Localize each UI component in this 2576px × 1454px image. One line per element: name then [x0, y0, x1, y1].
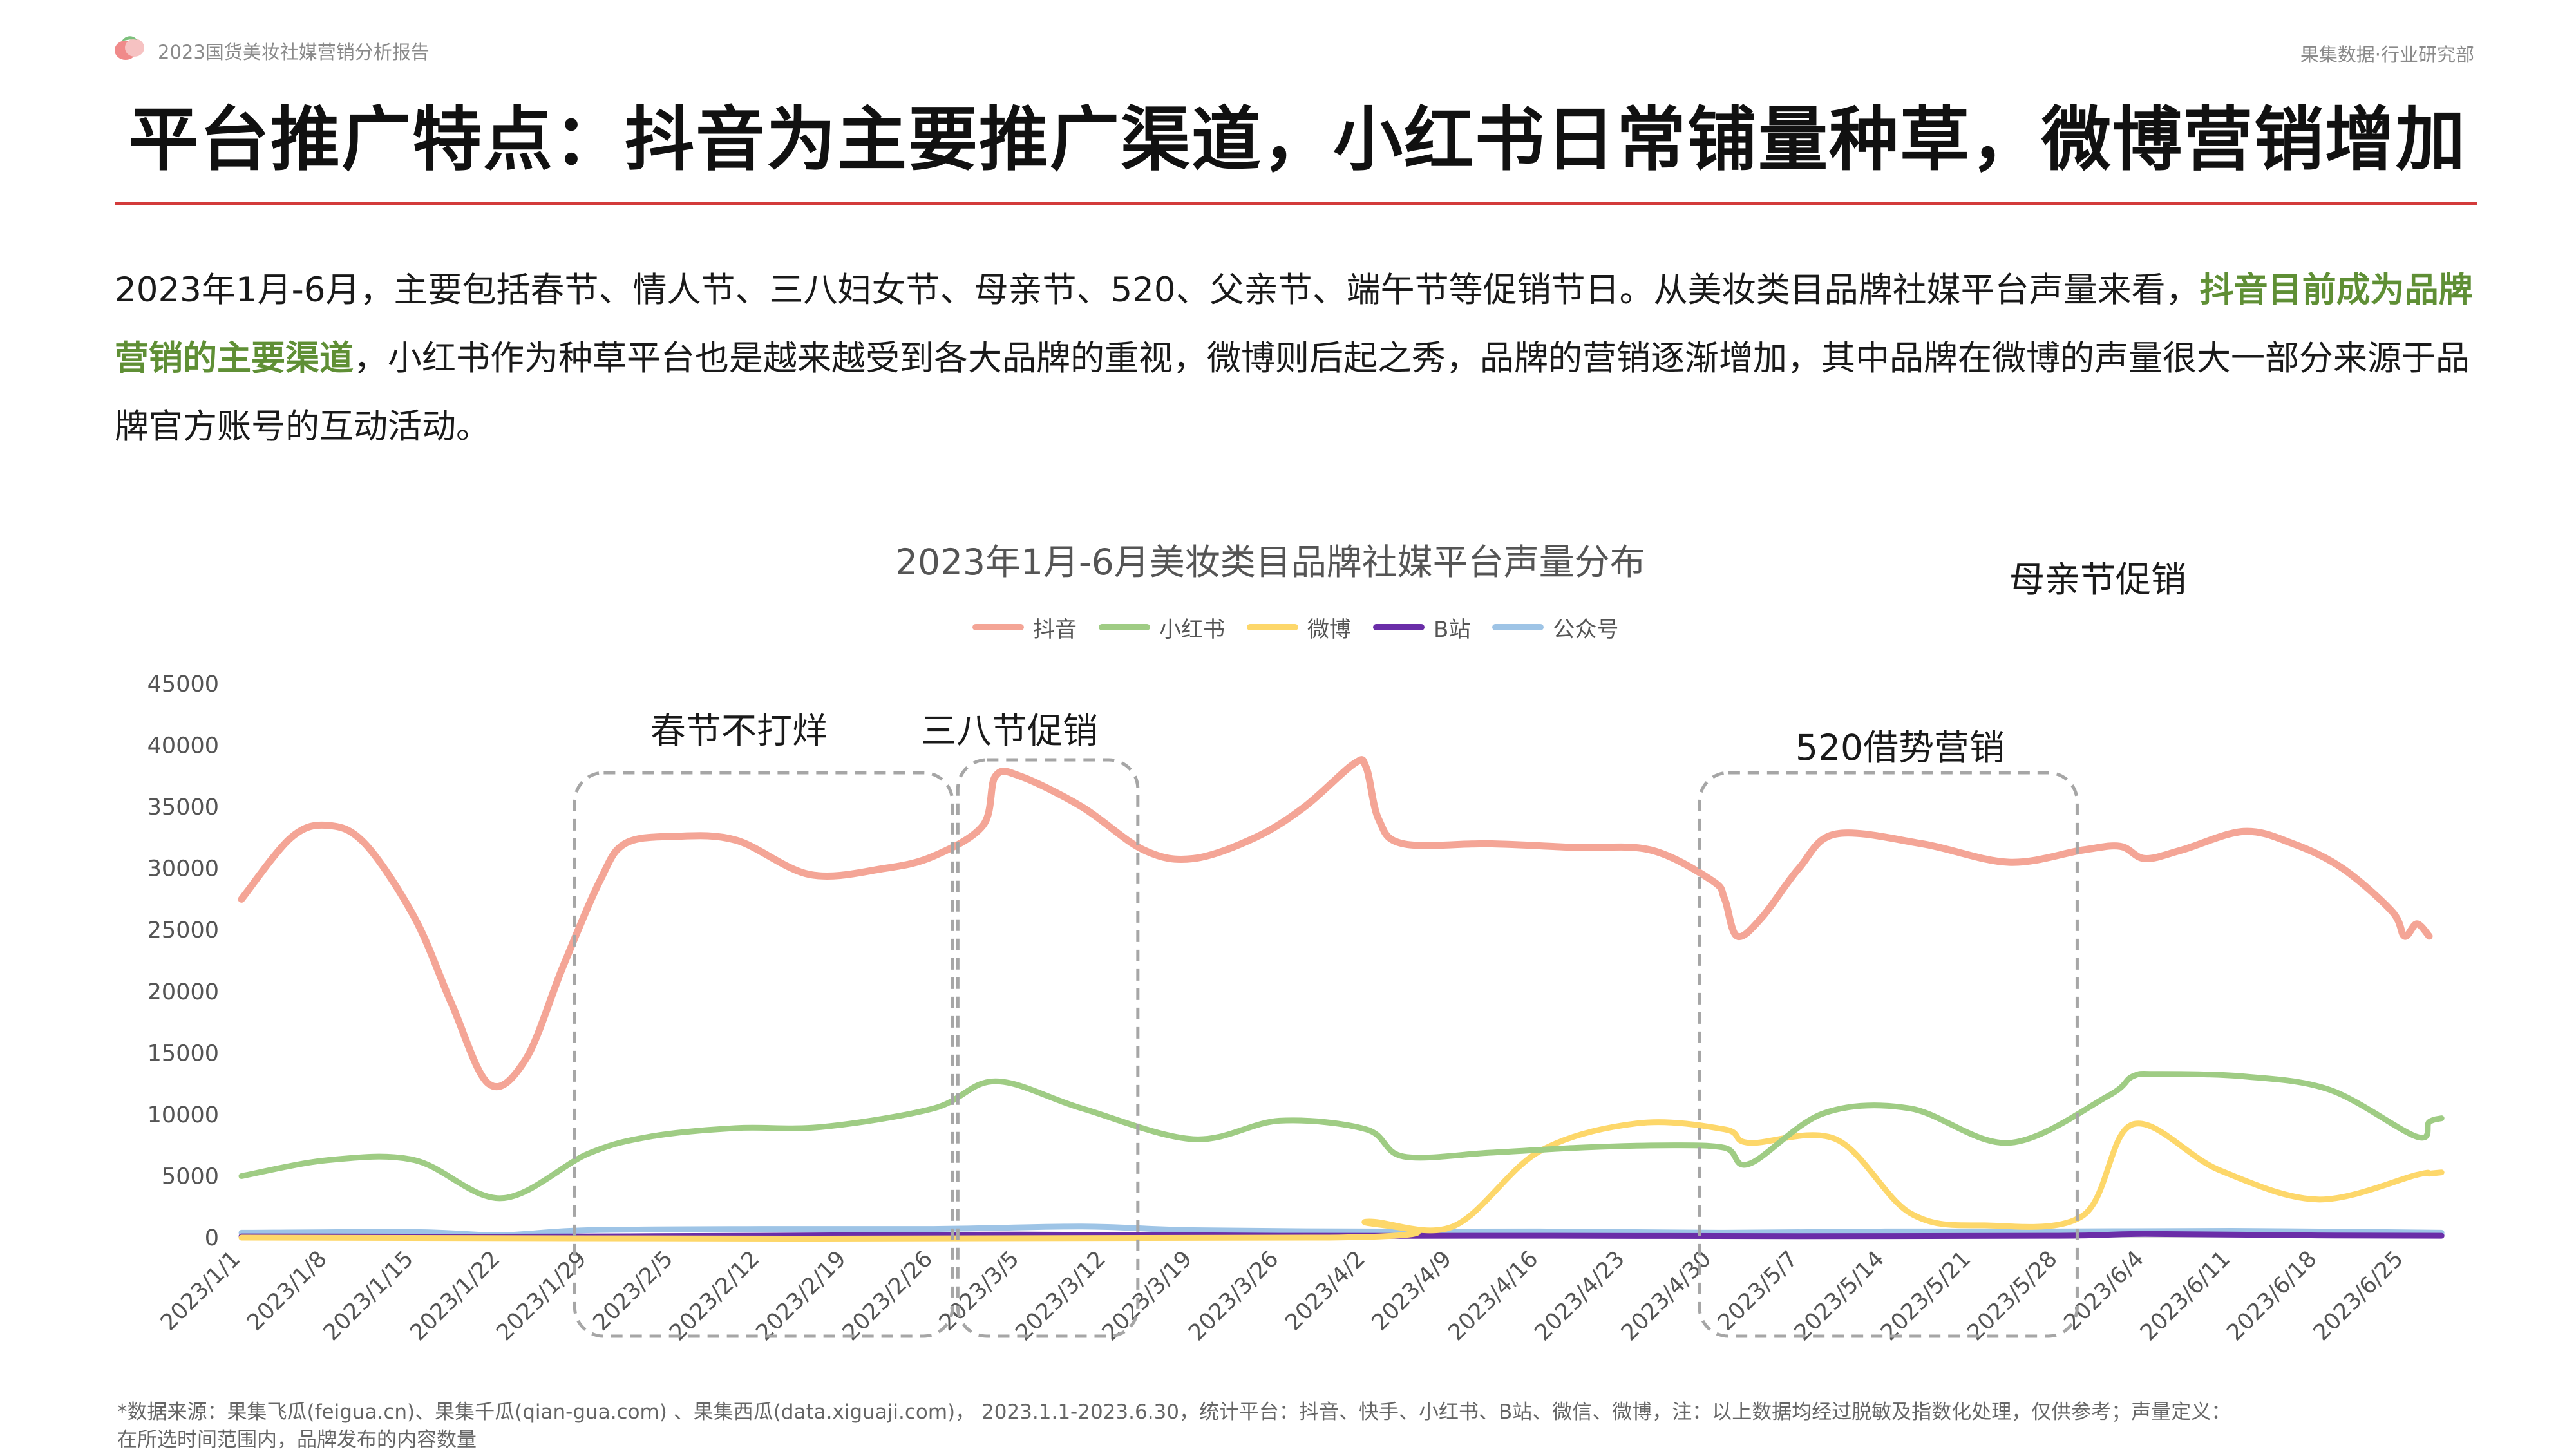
- legend-label: 公众号: [1553, 616, 1619, 643]
- x-tick-label: 2023/6/18: [2222, 1246, 2322, 1346]
- x-tick-label: 2023/3/12: [1011, 1246, 1111, 1346]
- x-tick-label: 2023/2/5: [589, 1246, 678, 1336]
- x-tick-label: 2023/5/7: [1713, 1246, 1803, 1336]
- legend-label: 小红书: [1159, 616, 1225, 643]
- y-tick-label: 0: [205, 1225, 219, 1251]
- legend-item-douyin: 抖音: [972, 612, 1077, 643]
- legend-swatch: [1373, 624, 1425, 630]
- y-tick-label: 30000: [147, 856, 219, 882]
- x-tick-label: 2023/6/25: [2309, 1246, 2409, 1346]
- legend-item-bilibili: B站: [1373, 612, 1470, 643]
- intro-text-2: ，小红书作为种草平台也是越来越受到各大品牌的重视，微博则后起之秀，品牌的营销逐渐…: [115, 339, 2470, 446]
- x-tick-label: 2023/4/2: [1280, 1246, 1370, 1336]
- x-tick-label: 2023/4/16: [1443, 1246, 1543, 1346]
- x-tick-label: 2023/5/28: [1962, 1246, 2062, 1346]
- legend-label: 抖音: [1033, 616, 1077, 643]
- legend-swatch: [1099, 624, 1150, 630]
- intro-paragraph: 2023年1月-6月，主要包括春节、情人节、三八妇女节、母亲节、520、父亲节、…: [115, 256, 2478, 461]
- legend-item-wechat: 公众号: [1492, 612, 1618, 643]
- x-tick-label: 2023/1/22: [405, 1246, 505, 1346]
- chart-legend: 抖音 小红书 微博 B站 公众号: [972, 612, 1618, 643]
- x-tick-label: 2023/3/26: [1184, 1246, 1283, 1346]
- annotation-520: 520借势营销: [1795, 727, 2005, 768]
- x-tick-label: 2023/2/26: [838, 1246, 938, 1346]
- y-tick-label: 45000: [147, 672, 219, 697]
- x-tick-label: 2023/4/9: [1367, 1246, 1457, 1336]
- legend-swatch: [1492, 624, 1544, 630]
- highlight-box-womens-day: [956, 758, 1140, 1338]
- legend-swatch: [1247, 624, 1298, 630]
- y-tick-label: 25000: [147, 918, 219, 943]
- x-tick-label: 2023/6/4: [2060, 1246, 2149, 1336]
- x-tick-label: 2023/2/12: [665, 1246, 764, 1346]
- y-tick-label: 15000: [147, 1041, 219, 1066]
- x-tick-label: 2023/3/5: [934, 1246, 1024, 1336]
- legend-label: B站: [1434, 616, 1471, 643]
- annotation-mothers-day: 母亲节促销: [2009, 559, 2187, 600]
- x-tick-label: 2023/3/19: [1097, 1246, 1197, 1346]
- x-tick-label: 2023/4/30: [1616, 1246, 1716, 1346]
- intro-text-1: 2023年1月-6月，主要包括春节、情人节、三八妇女节、母亲节、520、父亲节、…: [115, 270, 2200, 310]
- legend-item-xiaohongshu: 小红书: [1099, 612, 1225, 643]
- brand-logo-icon: [115, 36, 144, 60]
- y-tick-label: 40000: [147, 733, 219, 759]
- chart-title: 2023年1月-6月美妆类目品牌社媒平台声量分布: [895, 542, 1645, 583]
- y-tick-label: 35000: [147, 795, 219, 820]
- x-tick-label: 2023/1/15: [319, 1246, 419, 1346]
- series-line-douyin: [238, 756, 2433, 1090]
- intro-highlight: 抖音目前成为品牌营销的主要渠道: [115, 270, 2473, 378]
- x-tick-label: 2023/1/8: [242, 1246, 332, 1336]
- highlight-box-520: [1698, 771, 2079, 1338]
- org-name: 果集数据·行业研究部: [2300, 44, 2474, 66]
- x-tick-label: 2023/2/19: [752, 1246, 851, 1346]
- y-tick-label: 5000: [162, 1164, 219, 1189]
- series-line-weibo: [238, 1119, 2445, 1242]
- highlight-box-spring-festival: [573, 771, 954, 1338]
- x-tick-label: 2023/1/29: [492, 1246, 592, 1346]
- report-name: 2023国货美妆社媒营销分析报告: [158, 41, 430, 63]
- x-tick-label: 2023/1/1: [156, 1246, 245, 1336]
- legend-swatch: [972, 624, 1024, 630]
- series-line-xiaohongshu: [238, 1071, 2445, 1202]
- series-line-wechat: [238, 1223, 2445, 1238]
- x-tick-label: 2023/4/23: [1530, 1246, 1630, 1346]
- page-title: 平台推广特点：抖音为主要推广渠道，小红书日常铺量种草，微博营销增加: [129, 100, 2467, 180]
- y-tick-label: 20000: [147, 979, 219, 1005]
- x-tick-label: 2023/5/14: [1790, 1246, 1889, 1346]
- annotation-womens-day: 三八节促销: [921, 710, 1099, 751]
- footnote-line-2: 在所选时间范围内，品牌发布的内容数量: [117, 1428, 477, 1451]
- legend-label: 微博: [1307, 616, 1351, 643]
- x-tick-label: 2023/6/11: [2136, 1246, 2235, 1346]
- title-divider: [115, 202, 2477, 205]
- y-tick-label: 10000: [147, 1102, 219, 1128]
- x-tick-label: 2023/5/21: [1876, 1246, 1976, 1346]
- footnote-line-1: *数据来源：果集飞瓜(feigua.cn)、果集千瓜(qian-gua.com)…: [117, 1401, 2231, 1424]
- legend-item-weibo: 微博: [1247, 612, 1351, 643]
- annotation-spring-festival: 春节不打烊: [650, 710, 828, 751]
- source-footnote: *数据来源：果集飞瓜(feigua.cn)、果集千瓜(qian-gua.com)…: [117, 1399, 2468, 1454]
